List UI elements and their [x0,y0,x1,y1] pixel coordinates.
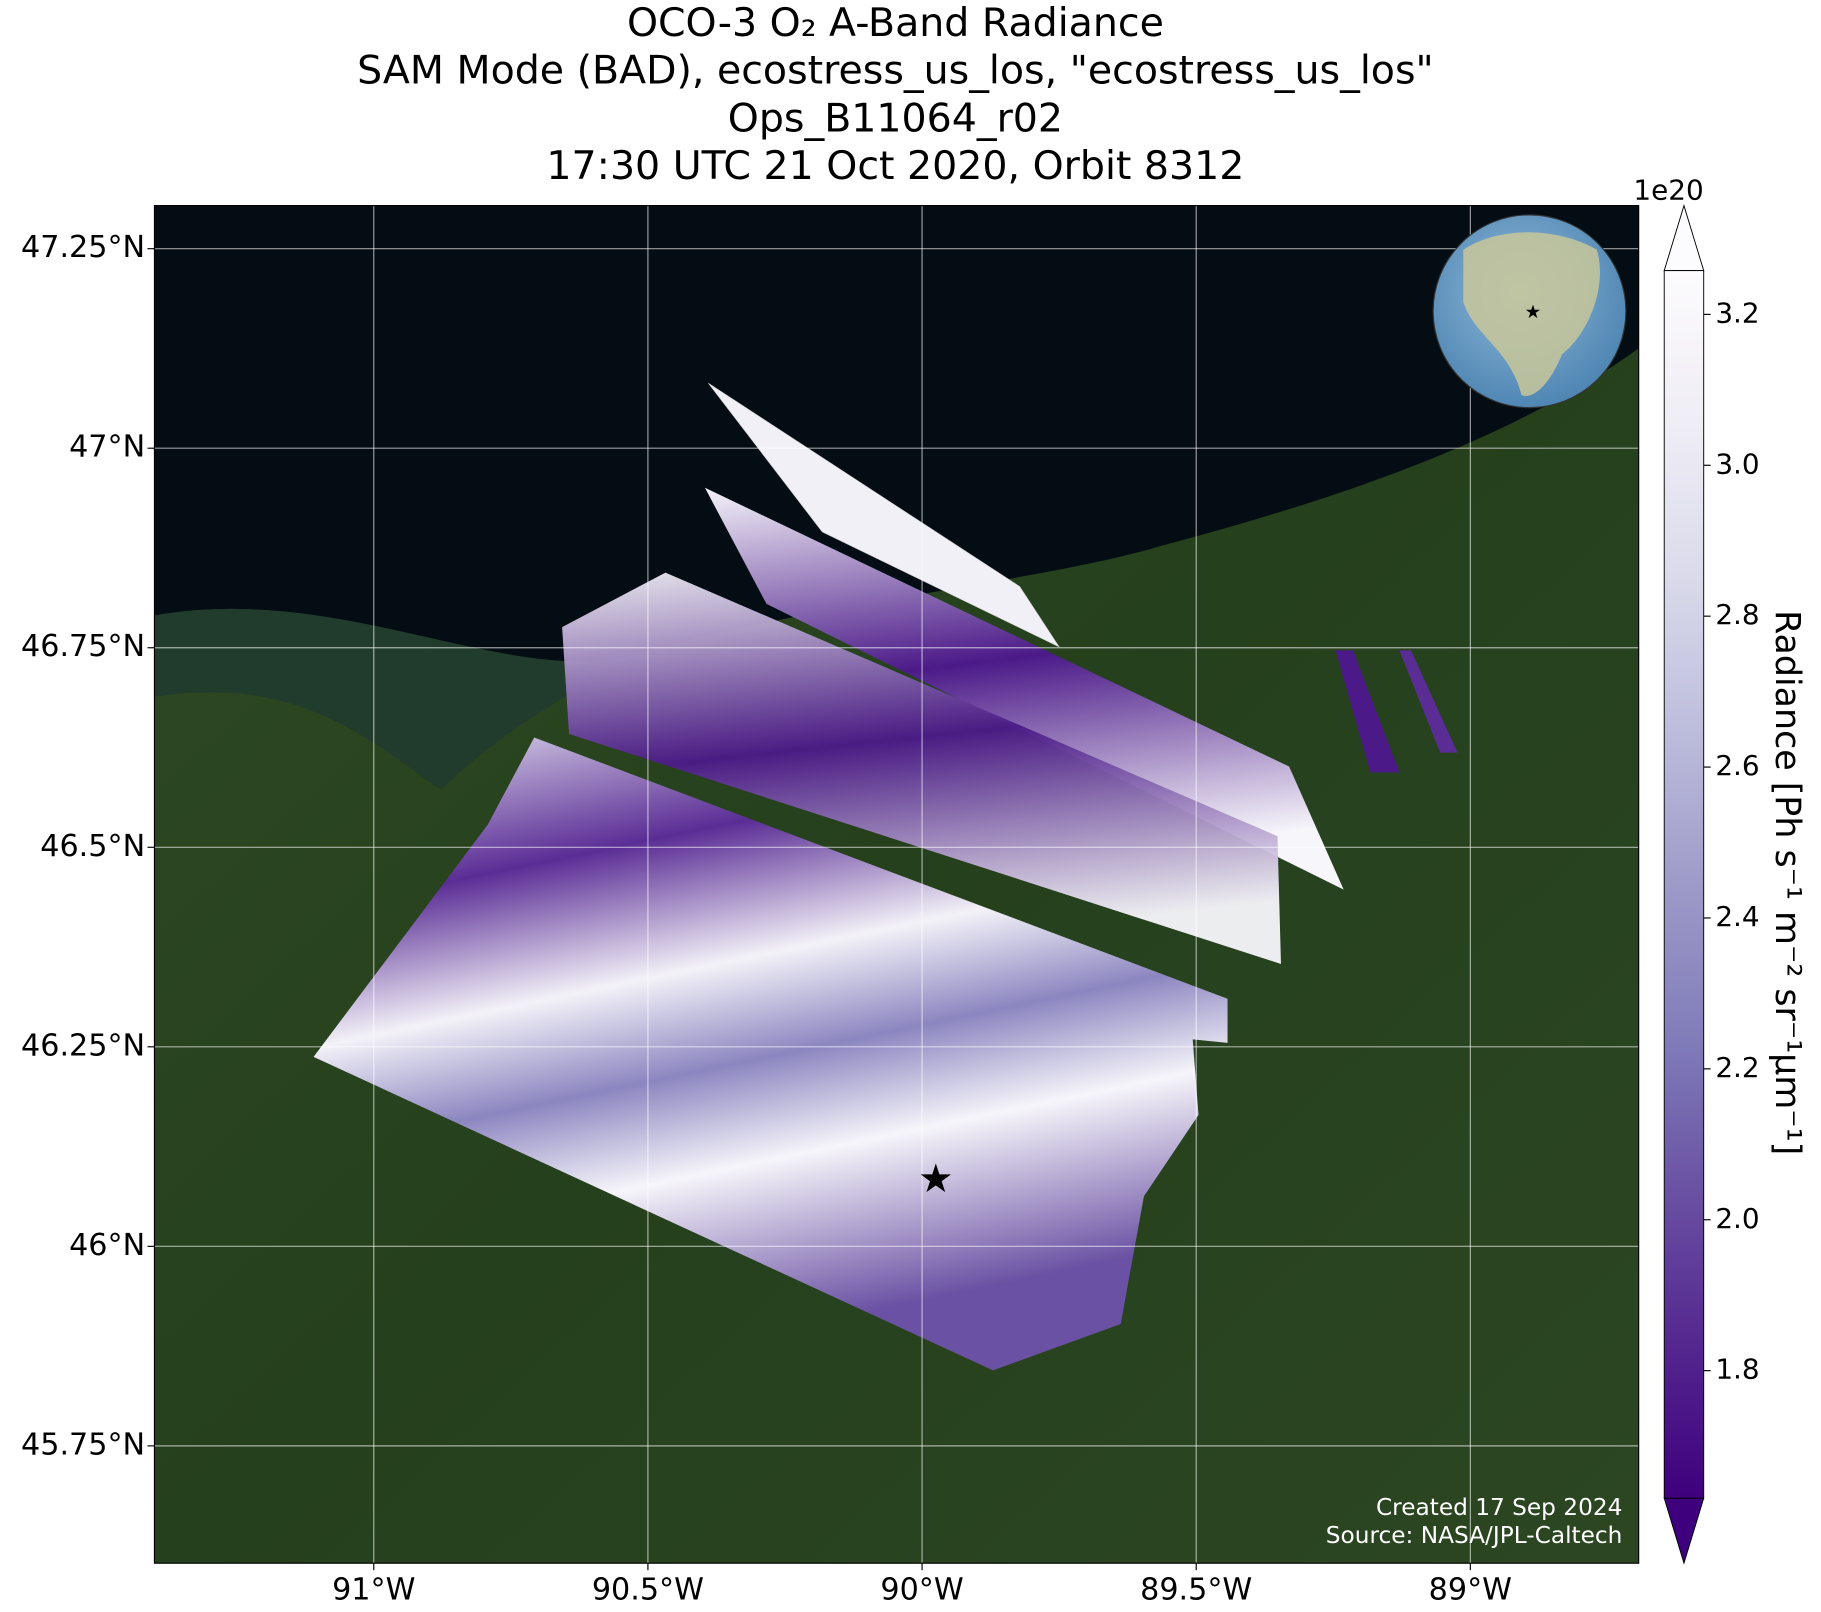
x-tick-label: 91°W [332,1573,415,1608]
x-tick-label: 89°W [1429,1573,1512,1608]
shore [154,608,651,790]
target-marker: ★ [918,1156,953,1202]
colorbar: 1.8 2.0 2.2 2.4 2.6 2.8 3.0 3.2 1e20 Radiance [Ph… [1633,174,1807,1565]
colorbar-tick-label: 2.8 [1715,598,1759,631]
y-tick-label: 47°N [69,430,145,465]
x-tick-label: 90°W [880,1573,963,1608]
colorbar-tick-label: 1.8 [1715,1353,1759,1386]
colorbar-body [1663,270,1705,1499]
colorbar-tick-label: 2.4 [1715,900,1759,933]
y-tick-label: 45.75°N [21,1427,145,1462]
swath [704,487,1344,890]
swath [1335,650,1400,773]
title-line: OCO-3 O₂ A-Band Radiance [627,0,1164,46]
swath [1399,650,1458,753]
colorbar-tick-label: 3.2 [1715,296,1759,329]
colorbar-offset-label: 1e20 [1633,174,1703,207]
swath [313,737,1228,1371]
colorbar-extend-max [1663,203,1705,272]
title-line: Ops_B11064_r02 [728,95,1063,141]
credit-line: Created 17 Sep 2024 [1376,1494,1622,1521]
title-line: SAM Mode (BAD), ecostress_us_los, "ecost… [357,48,1434,94]
colorbar-tick-label: 2.6 [1715,749,1759,782]
colorbar-extend-min [1663,1497,1705,1565]
globe-star: ★ [1525,302,1542,323]
lake [154,205,1639,662]
y-tick-label: 47.25°N [21,230,145,265]
title-line: 17:30 UTC 21 Oct 2020, Orbit 8312 [546,143,1244,189]
map: ★ ★ [154,205,1639,1564]
globe-inset: ★ [1432,214,1627,409]
x-tick-label: 89.5°W [1140,1573,1252,1608]
colorbar-tick-label: 2.2 [1715,1051,1759,1084]
colorbar-tick-label: 2.0 [1715,1202,1759,1235]
colorbar-tick-label: 3.0 [1715,447,1759,480]
y-tick-label: 46.5°N [40,829,145,864]
map-frame [153,205,1640,1564]
x-tick-label: 90.5°W [592,1573,704,1608]
y-tick-label: 46°N [69,1228,145,1263]
credit-line: Source: NASA/JPL-Caltech [1326,1522,1623,1549]
y-tick-label: 46.25°N [21,1028,145,1063]
colorbar-label: Radiance [Ph s⁻¹ m⁻² sr⁻¹μm⁻¹] [1767,610,1807,1155]
swath [708,383,1060,648]
continent [1463,232,1600,396]
graticule [154,205,1639,1564]
y-tick-label: 46.75°N [21,629,145,664]
